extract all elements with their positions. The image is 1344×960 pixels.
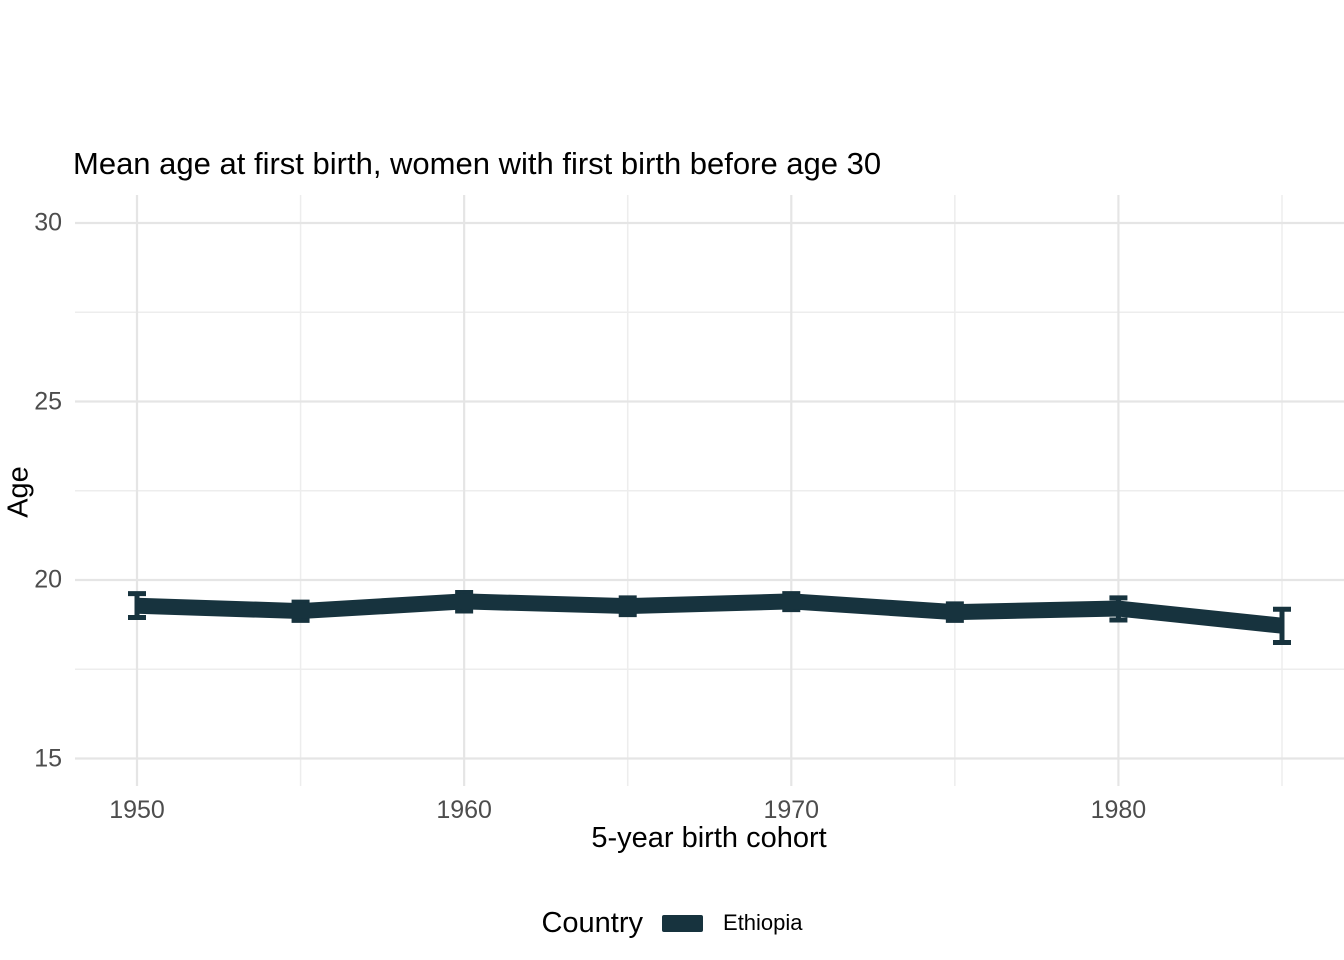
y-tick-label: 30: [34, 208, 62, 237]
x-tick-label: 1960: [436, 796, 492, 824]
y-axis-title: Age: [2, 466, 35, 518]
x-tick-label: 1950: [109, 796, 165, 824]
x-axis-title: 5-year birth cohort: [591, 822, 827, 854]
legend-title: Country: [541, 906, 644, 939]
legend-item-label: Ethiopia: [723, 910, 803, 935]
series-line-ethiopia: [136, 593, 1283, 634]
legend: Country Ethiopia: [0, 901, 1344, 945]
chart-title: Mean age at first birth, women with firs…: [73, 146, 882, 181]
y-tick-label: 25: [34, 387, 62, 415]
x-tick-label: 1970: [763, 796, 820, 824]
x-tick-label: 1980: [1090, 796, 1147, 824]
legend-key-ethiopia: [662, 914, 704, 932]
y-tick-label: 15: [34, 744, 62, 772]
y-tick-label: 20: [34, 565, 62, 594]
